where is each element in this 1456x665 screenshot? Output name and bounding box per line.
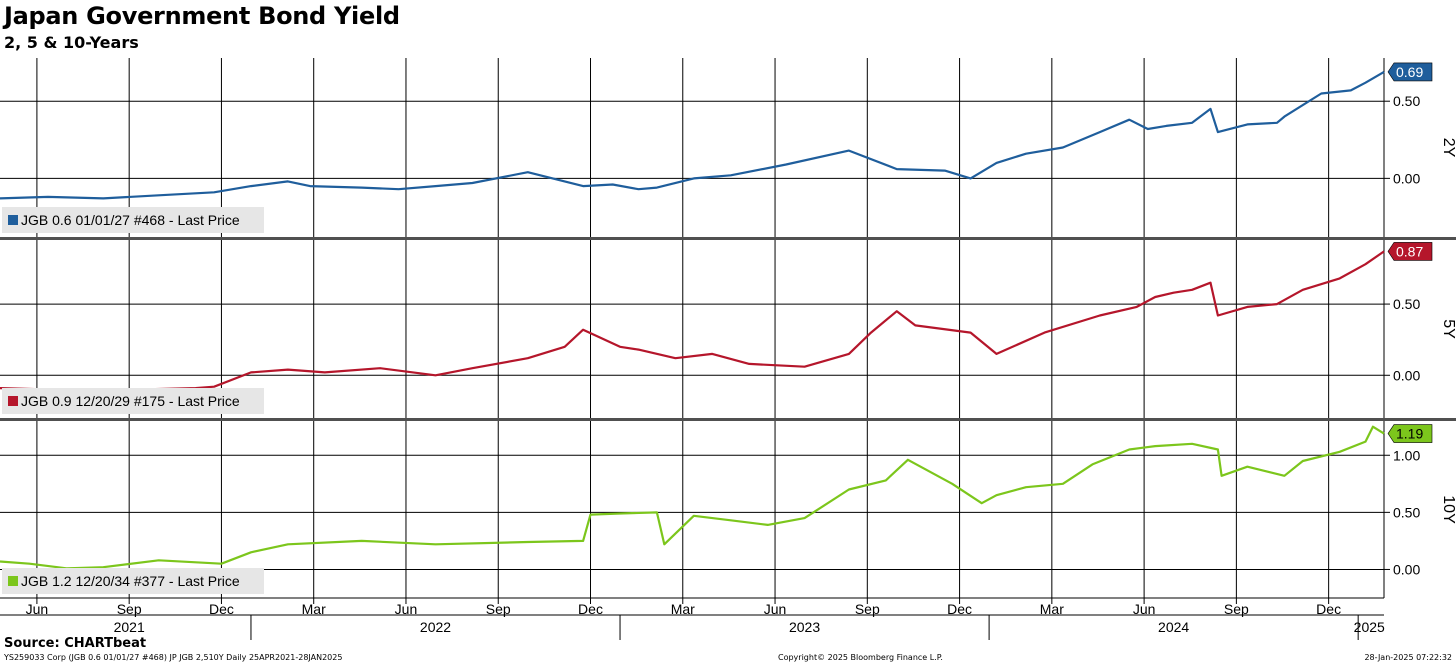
y-tick-label: 1.00 (1393, 447, 1420, 463)
x-tick-label: Jun (395, 601, 418, 617)
footer-ticker-info: YS259033 Corp (JGB 0.6 01/01/27 #468) JP… (4, 653, 343, 662)
y-tick-label: 0.00 (1393, 561, 1420, 577)
chart-subtitle: 2, 5 & 10-Years (4, 33, 139, 52)
last-value-tag (1387, 242, 1433, 261)
x-year-label: 2021 (114, 619, 145, 635)
x-tick-label: Sep (117, 601, 142, 617)
y-tick-label: 0.00 (1393, 367, 1420, 383)
legend-swatch (8, 576, 18, 586)
panel-separator (0, 418, 1456, 421)
legend-box (2, 207, 264, 233)
chart-title: Japan Government Bond Yield (4, 2, 400, 30)
panel-label: 10Y (1440, 495, 1456, 524)
legend-label: JGB 1.2 12/20/34 #377 - Last Price (21, 573, 240, 589)
footer-copyright: Copyright© 2025 Bloomberg Finance L.P. (778, 653, 943, 662)
series-line-2Y (0, 70, 1385, 200)
y-tick-label: 0.50 (1393, 504, 1420, 520)
x-tick-label: Sep (1224, 601, 1249, 617)
x-year-label: 2025 (1354, 619, 1385, 635)
x-tick-label: Dec (209, 601, 234, 617)
last-value-label: 0.87 (1396, 243, 1423, 259)
panel-label: 2Y (1440, 138, 1456, 158)
legend-label: JGB 0.6 01/01/27 #468 - Last Price (21, 212, 240, 228)
panel-separator (0, 237, 1456, 240)
legend-label: JGB 0.9 12/20/29 #175 - Last Price (21, 393, 240, 409)
series-line-5Y (0, 250, 1385, 394)
x-year-label: 2024 (1158, 619, 1189, 635)
x-year-label: 2022 (420, 619, 451, 635)
last-value-label: 1.19 (1396, 426, 1423, 442)
x-tick-label: Dec (947, 601, 972, 617)
legend-box (2, 388, 264, 414)
x-tick-label: Sep (486, 601, 511, 617)
x-tick-label: Dec (578, 601, 603, 617)
x-year-label: 2023 (789, 619, 820, 635)
x-tick-label: Sep (855, 601, 880, 617)
legend-swatch (8, 396, 18, 406)
legend-swatch (8, 215, 18, 225)
source-note: Source: CHARTbeat (4, 636, 147, 651)
x-tick-label: Jun (764, 601, 787, 617)
last-value-tag (1387, 424, 1433, 443)
footer-timestamp: 28-Jan-2025 07:22:32 (1364, 653, 1452, 662)
x-tick-label: Mar (1040, 601, 1064, 617)
last-value-tag (1387, 62, 1433, 82)
x-tick-label: Dec (1316, 601, 1341, 617)
legend-box (2, 568, 264, 594)
y-tick-label: 0.00 (1393, 170, 1420, 186)
x-tick-label: Mar (302, 601, 326, 617)
panel-label: 5Y (1440, 319, 1456, 339)
x-tick-label: Jun (1133, 601, 1156, 617)
series-line-10Y (0, 425, 1385, 570)
x-tick-label: Mar (671, 601, 695, 617)
x-tick-label: Jun (26, 601, 49, 617)
last-value-label: 0.69 (1396, 64, 1423, 80)
y-tick-label: 0.50 (1393, 93, 1420, 109)
y-tick-label: 0.50 (1393, 296, 1420, 312)
